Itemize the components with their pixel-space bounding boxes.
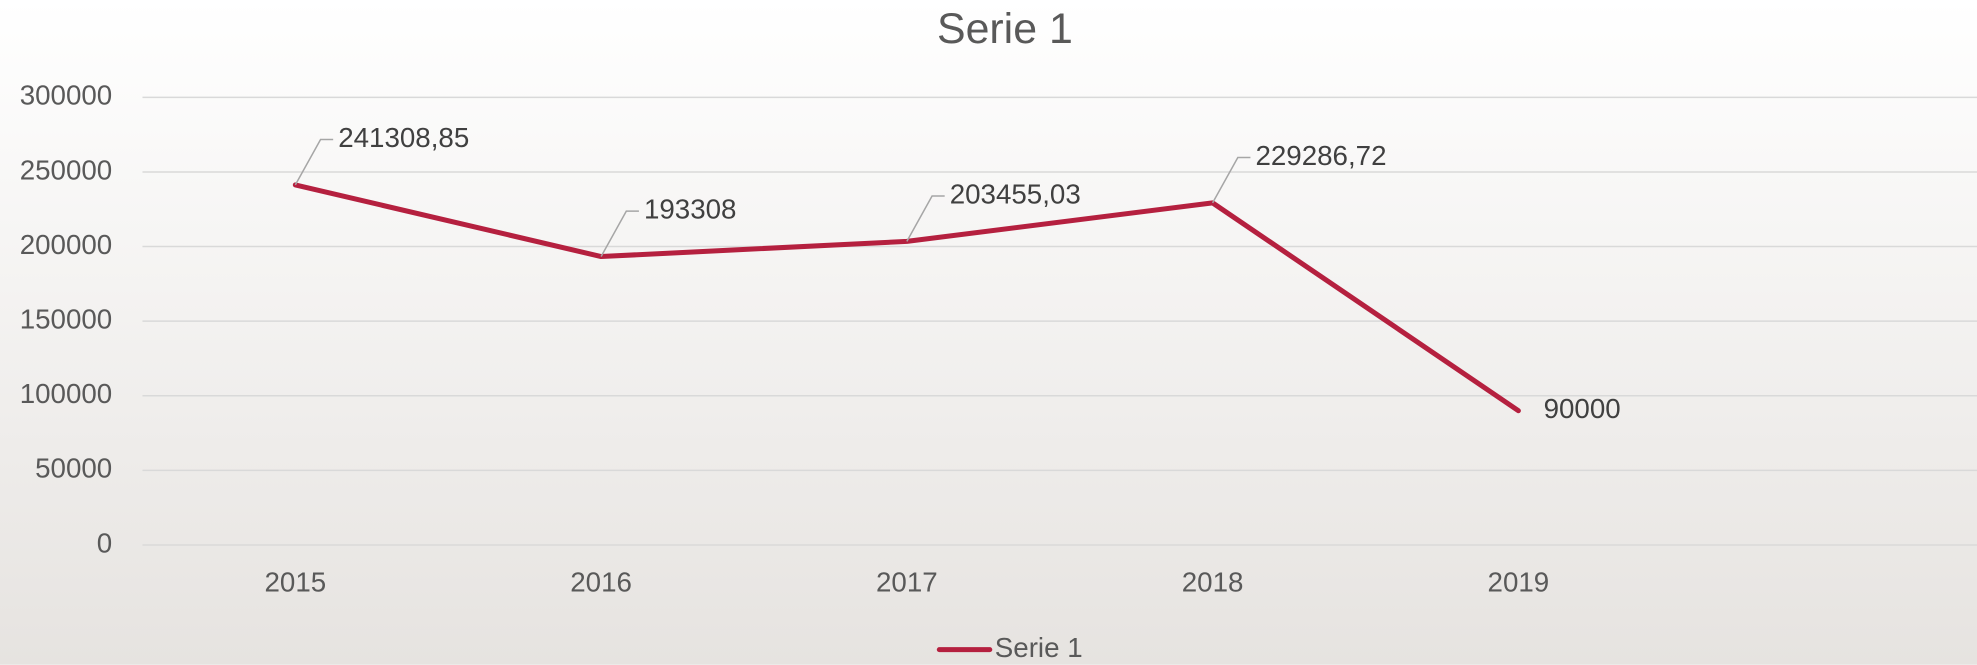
data-label: 229286,72 — [1255, 140, 1386, 171]
data-label: 193308 — [644, 193, 736, 224]
y-tick-label: 200000 — [20, 229, 112, 260]
y-tick-label: 250000 — [20, 154, 112, 185]
data-label: 241308,85 — [338, 122, 469, 153]
x-tick-label: 2019 — [1488, 566, 1550, 597]
y-tick-label: 150000 — [20, 303, 112, 334]
leader-line — [906, 195, 945, 242]
x-tick-label: 2017 — [876, 566, 938, 597]
y-tick-label: 100000 — [20, 378, 112, 409]
data-label: 203455,03 — [950, 178, 1081, 209]
data-label: 90000 — [1544, 393, 1621, 424]
y-tick-label: 50000 — [35, 453, 112, 484]
x-tick-label: 2015 — [265, 566, 327, 597]
leader-line — [1211, 156, 1251, 204]
data-line — [292, 182, 1521, 414]
leader-line — [294, 138, 334, 186]
legend-label: Serie 1 — [995, 632, 1083, 663]
x-tick-label: 2018 — [1182, 566, 1244, 597]
x-tick-label: 2016 — [570, 566, 632, 597]
leader-line — [600, 210, 639, 257]
y-tick-label: 0 — [97, 527, 112, 558]
y-tick-label: 300000 — [20, 80, 112, 111]
chart-title: Serie 1 — [937, 5, 1073, 53]
